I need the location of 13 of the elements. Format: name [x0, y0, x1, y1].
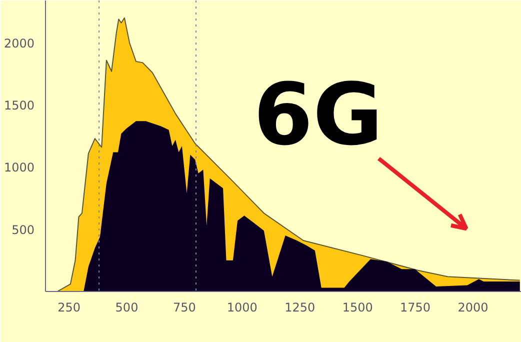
y-tick-label: 2000: [4, 36, 35, 50]
annotation: 6G: [254, 66, 383, 165]
x-tick-label: 1000: [226, 300, 258, 314]
y-tick-label: 500: [12, 222, 34, 237]
y-tick-label: 1000: [4, 160, 35, 175]
x-tick-label: 500: [115, 300, 138, 314]
x-tick-label: 1500: [342, 300, 373, 314]
x-tick-label: 1750: [400, 300, 431, 314]
y-tick-label: 1500: [4, 98, 35, 112]
x-tick-label: 750: [173, 300, 196, 314]
x-tick-label: 250: [58, 300, 80, 314]
x-tick-label: 1250: [284, 300, 316, 314]
x-tick-label: 2000: [458, 300, 488, 314]
